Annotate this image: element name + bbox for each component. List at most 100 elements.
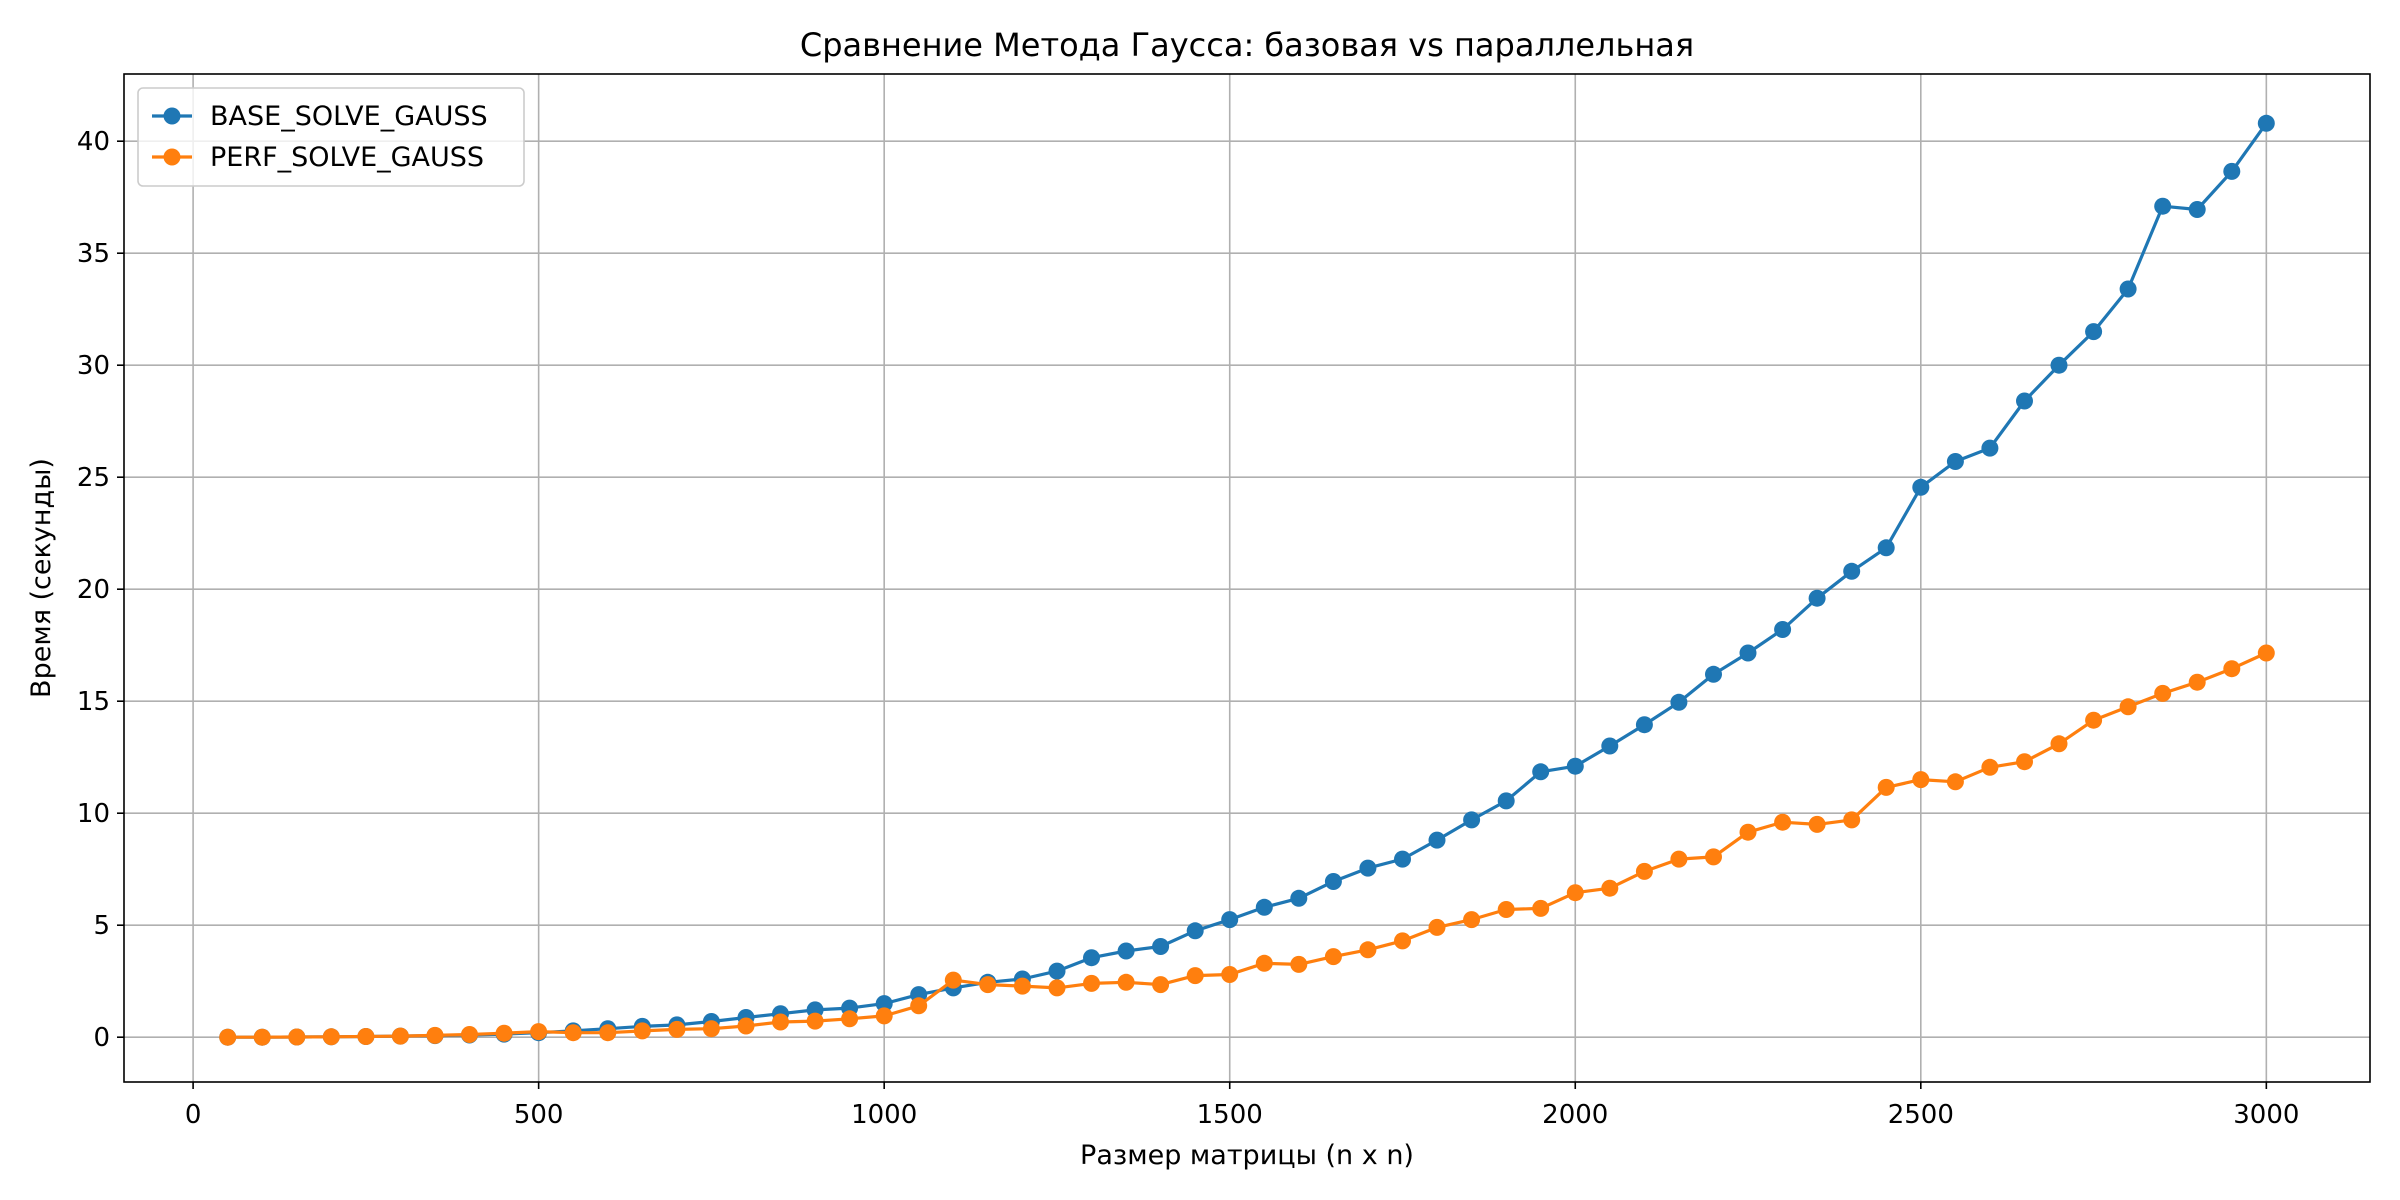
data-point — [1463, 911, 1481, 929]
data-point — [1394, 932, 1411, 950]
data-point — [1601, 879, 1619, 897]
data-point — [2119, 698, 2137, 716]
data-point — [668, 1020, 686, 1038]
data-point — [806, 1012, 824, 1030]
data-point — [2188, 201, 2206, 218]
x-tick-label: 500 — [514, 1100, 564, 1130]
data-point — [2223, 162, 2241, 180]
data-point — [1152, 976, 1170, 994]
y-tick-label: 40 — [77, 127, 110, 157]
y-tick-label: 15 — [77, 687, 110, 717]
data-point — [772, 1013, 789, 1031]
data-point — [1359, 941, 1377, 959]
data-point — [391, 1027, 409, 1045]
data-point — [1013, 977, 1031, 995]
data-point — [1497, 901, 1515, 918]
data-point — [530, 1023, 548, 1041]
data-point — [1808, 815, 1826, 833]
data-point — [841, 1010, 859, 1028]
data-point — [1843, 562, 1861, 580]
data-point — [1946, 453, 1964, 470]
data-point — [2188, 673, 2206, 691]
data-point — [1843, 811, 1861, 829]
data-point — [1774, 621, 1792, 638]
data-point — [1532, 899, 1550, 917]
data-point — [1532, 763, 1550, 781]
data-point — [1774, 813, 1792, 831]
data-point — [322, 1028, 340, 1046]
data-point — [2050, 356, 2068, 374]
data-point — [1739, 823, 1757, 841]
data-point — [1324, 873, 1342, 890]
data-point — [1048, 979, 1066, 997]
data-point — [1152, 938, 1170, 955]
data-point — [2085, 323, 2103, 341]
data-point — [702, 1020, 720, 1038]
data-point — [1221, 966, 1239, 983]
chart-title: Сравнение Метода Гаусса: базовая vs пара… — [800, 26, 1694, 64]
legend-marker — [163, 148, 181, 166]
data-point — [944, 971, 962, 989]
plot-frame — [123, 73, 2371, 1083]
data-point — [1359, 859, 1377, 877]
data-point — [253, 1028, 271, 1046]
y-tick-label: 25 — [77, 463, 110, 493]
legend-box — [137, 87, 525, 187]
data-point — [1635, 862, 1653, 880]
data-point — [1635, 716, 1653, 734]
data-point — [1601, 737, 1619, 755]
data-point — [1463, 811, 1481, 829]
x-tick-label: 0 — [185, 1100, 202, 1130]
data-point — [495, 1024, 513, 1042]
data-point — [737, 1017, 755, 1035]
data-point — [2257, 114, 2275, 132]
data-point — [2154, 684, 2172, 702]
y-tick-label: 10 — [77, 799, 110, 829]
data-point — [979, 976, 997, 994]
data-point — [1117, 942, 1135, 960]
data-point — [910, 997, 928, 1015]
x-tick-label: 1500 — [1197, 1100, 1263, 1130]
data-point — [1877, 778, 1895, 796]
data-point — [1186, 967, 1204, 985]
x-tick-label: 2500 — [1888, 1100, 1954, 1130]
x-tick-label: 2000 — [1542, 1100, 1608, 1130]
data-point — [2085, 711, 2103, 729]
legend: BASE_SOLVE_GAUSS PERF_SOLVE_GAUSS — [137, 87, 525, 187]
data-point — [1946, 773, 1964, 791]
data-point — [1221, 911, 1239, 929]
data-point — [288, 1028, 306, 1046]
data-point — [2016, 753, 2033, 771]
data-point — [1877, 539, 1895, 557]
data-point — [1428, 831, 1446, 849]
data-point — [1912, 478, 1930, 496]
data-point — [875, 1007, 893, 1025]
data-point — [1566, 884, 1584, 902]
data-point — [1705, 665, 1722, 683]
data-point — [1808, 589, 1826, 607]
data-point — [1981, 758, 1999, 776]
data-point — [564, 1024, 582, 1042]
data-point — [2050, 735, 2068, 753]
data-point — [599, 1024, 617, 1042]
data-point — [1497, 792, 1515, 810]
data-point — [426, 1026, 444, 1044]
y-axis-ticks: 0 5 10 15 20 25 30 35 40 — [77, 127, 124, 1053]
data-point — [2016, 392, 2033, 410]
data-point — [219, 1028, 237, 1046]
data-point — [1048, 962, 1066, 980]
data-point — [1566, 757, 1584, 775]
data-point — [1739, 644, 1757, 662]
data-point — [1912, 771, 1930, 789]
data-point — [1981, 439, 1999, 457]
legend-label: PERF_SOLVE_GAUSS — [210, 142, 484, 173]
data-point — [357, 1028, 375, 1045]
data-point — [1324, 948, 1342, 966]
data-point — [1705, 848, 1722, 866]
legend-item: PERF_SOLVE_GAUSS — [152, 142, 484, 173]
x-tick-label: 3000 — [2233, 1100, 2299, 1130]
data-point — [2154, 197, 2172, 215]
